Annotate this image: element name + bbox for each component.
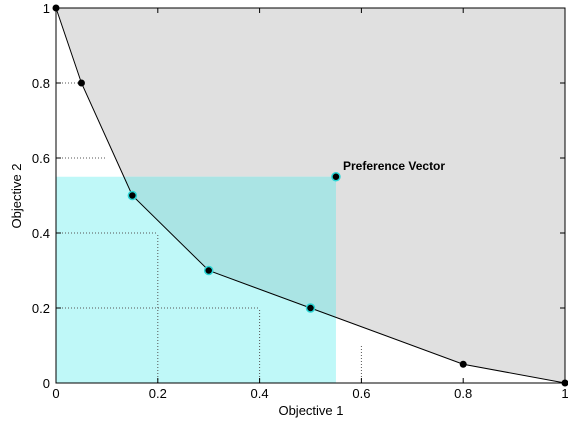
x-tick-label: 0.2 bbox=[149, 386, 167, 401]
axes-frame bbox=[55, 7, 566, 384]
y-tick-label: 0.6 bbox=[32, 151, 50, 166]
pareto-point bbox=[561, 379, 568, 387]
x-tick-label: 1 bbox=[561, 386, 568, 401]
pareto-point bbox=[77, 79, 85, 87]
y-tick-label: 0 bbox=[43, 376, 50, 391]
x-axis-label: Objective 1 bbox=[278, 403, 343, 418]
preference-vector-label: Preference Vector bbox=[343, 159, 445, 173]
pareto-point-highlighted bbox=[203, 265, 214, 276]
x-tick-label: 0.6 bbox=[352, 386, 370, 401]
y-tick-label: 1 bbox=[43, 1, 50, 16]
pareto-point-highlighted bbox=[305, 303, 316, 313]
y-tick-label: 0.2 bbox=[32, 301, 50, 316]
y-tick-label: 0.4 bbox=[32, 226, 50, 241]
y-axis-label: Objective 2 bbox=[9, 163, 24, 228]
x-tick-label: 0.8 bbox=[454, 386, 472, 401]
pareto-point bbox=[459, 360, 467, 368]
overlap-region bbox=[123, 176, 336, 318]
pareto-point bbox=[52, 4, 60, 12]
y-tick-label: 0.8 bbox=[32, 76, 50, 91]
x-tick-label: 0.4 bbox=[251, 386, 269, 401]
x-tick-label: 0 bbox=[52, 386, 59, 401]
preference-vector-point bbox=[331, 172, 341, 182]
pareto-point-highlighted bbox=[127, 190, 138, 201]
plot-area: 0 0.2 0.4 0.6 0.8 1 0 0.2 0.4 0.6 0.8 1 bbox=[32, 1, 568, 401]
